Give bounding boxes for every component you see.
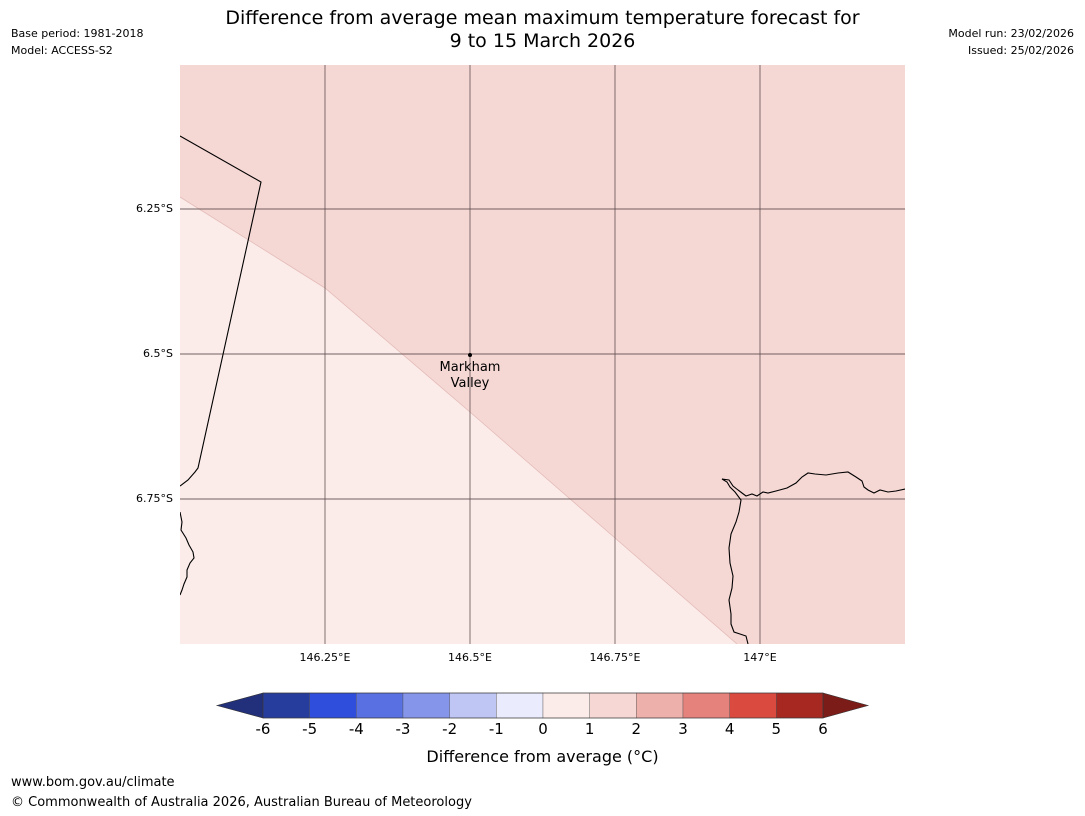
colorbar-segment [729,692,777,719]
colorbar-segment [449,692,497,719]
colorbar-tick-label: -5 [302,720,318,738]
place-name-line-1: Markham [439,360,501,375]
markham-valley-marker [468,353,472,357]
coastline-west [180,511,195,596]
colorbar-segment [262,692,310,719]
title-line-1: Difference from average mean maximum tem… [225,7,860,29]
colorbar-under-arrow [215,692,264,719]
page-title: Difference from average mean maximum tem… [0,7,1085,53]
colorbar-tick-label: 1 [584,720,595,738]
lon-label-146-5: 146.5°E [448,651,492,664]
colorbar-segment [682,692,730,719]
colorbar-tick-label: 3 [678,720,688,738]
lon-label-147: 147°E [743,651,777,664]
colorbar-title: Difference from average (°C) [426,747,659,766]
colorbar-tick-label: 4 [724,720,735,738]
footer-copyright: © Commonwealth of Australia 2026, Austra… [11,795,472,810]
region-0-to-1 [180,197,737,644]
colorbar-segment [402,692,450,719]
colorbar-over-arrow [822,692,870,719]
coastlines [180,135,905,644]
lat-label-6-25: 6.25°S [136,202,173,215]
place-label-markham-valley: Markham Valley [410,360,530,392]
colorbar-segment [496,692,544,719]
colorbar-outline [262,692,824,719]
lat-label-6-75: 6.75°S [136,492,173,505]
map-frame [180,65,905,644]
lon-label-146-25: 146.25°E [299,651,351,664]
model-text: Model: ACCESS-S2 [11,44,113,57]
base-period-text: Base period: 1981-2018 [11,27,144,40]
meta-right: Model run: 23/02/2026 Issued: 25/02/2026 [948,25,1074,59]
colorbar-tick-label: -6 [255,720,271,738]
lon-label-146-75: 146.75°E [589,651,641,664]
colorbar-tick-label: -1 [488,720,504,738]
issued-text: Issued: 25/02/2026 [967,44,1074,57]
colorbar-segment [589,692,637,719]
title-line-2: 9 to 15 March 2026 [449,30,636,52]
colorbar-tick-label: 2 [631,720,642,738]
colorbar-tick-label: -4 [348,720,364,738]
place-name-line-2: Valley [450,376,490,391]
gridlines [180,65,905,644]
colorbar-tick-label: 0 [538,720,548,738]
colorbar-segments [262,692,824,719]
colorbar-tick-label: -2 [442,720,458,738]
colorbar [215,692,870,719]
meta-left: Base period: 1981-2018 Model: ACCESS-S2 [11,25,143,59]
colorbar-tick-label: 5 [771,720,782,738]
footer-url: www.bom.gov.au/climate [11,775,175,790]
colorbar-segment [636,692,684,719]
colorbar-segment [356,692,404,719]
coastline-east [721,471,905,644]
colorbar-segment [542,692,590,719]
lat-label-6-5: 6.5°S [143,347,173,360]
model-run-text: Model run: 23/02/2026 [948,27,1074,40]
provincial-border [180,135,262,487]
colorbar-segment [776,692,824,719]
colorbar-tick-label: 6 [818,720,828,738]
colorbar-tick-label: -3 [395,720,411,738]
colorbar-segment [309,692,357,719]
